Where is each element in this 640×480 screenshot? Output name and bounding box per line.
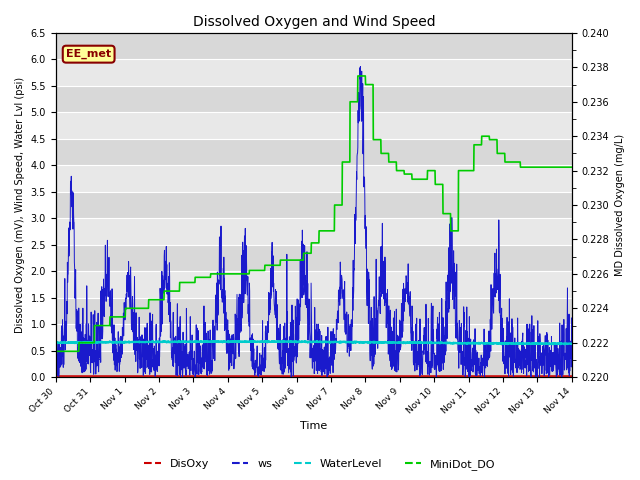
- Bar: [56, 351, 572, 377]
- Legend: DisOxy, ws, WaterLevel, MiniDot_DO: DisOxy, ws, WaterLevel, MiniDot_DO: [140, 455, 500, 474]
- Bar: [56, 192, 572, 218]
- Bar: [56, 86, 572, 112]
- Bar: [56, 298, 572, 324]
- Bar: [56, 218, 572, 245]
- X-axis label: Time: Time: [300, 421, 328, 432]
- Text: EE_met: EE_met: [66, 49, 111, 60]
- Y-axis label: MD Dissolved Oxygen (mg/L): MD Dissolved Oxygen (mg/L): [615, 134, 625, 276]
- Bar: [56, 33, 572, 60]
- Y-axis label: Dissolved Oxygen (mV), Wind Speed, Water Lvl (psi): Dissolved Oxygen (mV), Wind Speed, Water…: [15, 77, 25, 333]
- Title: Dissolved Oxygen and Wind Speed: Dissolved Oxygen and Wind Speed: [193, 15, 435, 29]
- Bar: [56, 139, 572, 165]
- Bar: [56, 271, 572, 298]
- Bar: [56, 60, 572, 86]
- Bar: [56, 112, 572, 139]
- Bar: [56, 324, 572, 351]
- Bar: [56, 165, 572, 192]
- Bar: [56, 245, 572, 271]
